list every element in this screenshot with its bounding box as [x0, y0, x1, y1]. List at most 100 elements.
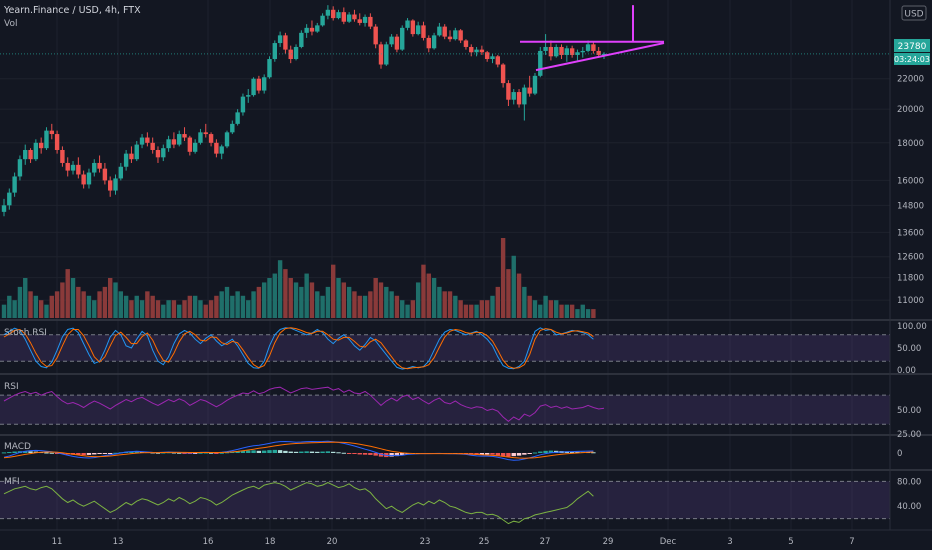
- candle-body: [527, 87, 532, 94]
- macd-histogram-bar: [97, 453, 102, 454]
- price-tick-label: 12600: [897, 253, 924, 263]
- stoch-k-line: [3, 327, 594, 370]
- candle-body: [368, 16, 373, 27]
- macd-histogram-bar: [293, 451, 299, 453]
- macd-histogram-bar: [495, 453, 501, 456]
- candle-body: [431, 35, 437, 49]
- candle-body: [384, 44, 389, 65]
- macd-histogram-bar: [548, 450, 554, 453]
- price-axis[interactable]: 11000 11800 12600 13600 14800 16000 18000 20000…: [897, 75, 927, 512]
- candle-body: [479, 49, 485, 53]
- candle-body: [187, 137, 193, 152]
- volume-bar: [214, 295, 219, 318]
- candle-body: [474, 49, 479, 53]
- candle-body: [198, 132, 203, 143]
- candle-body: [240, 96, 246, 113]
- price-candles[interactable]: [0, 5, 890, 217]
- candle-body: [171, 139, 177, 145]
- volume-bar: [331, 264, 336, 318]
- bar-countdown: 03:24:03: [894, 55, 930, 64]
- macd-histogram-bar: [187, 453, 193, 454]
- macd-histogram-bar: [405, 453, 410, 455]
- macd-histogram-bar: [575, 451, 580, 453]
- volume-bar: [575, 309, 580, 318]
- volume-bar: [166, 300, 171, 318]
- volume-label: Vol: [4, 19, 17, 29]
- candle-body: [214, 142, 219, 154]
- volume-bar: [97, 291, 102, 318]
- price-tick-label: 20000: [897, 105, 924, 115]
- candle-body: [49, 130, 54, 135]
- macd-histogram-bar: [203, 452, 208, 454]
- volume-bar: [230, 295, 235, 318]
- candle-body: [76, 164, 81, 175]
- candle-body: [134, 144, 139, 160]
- chart-title: Yearn.Finance / USD, 4h, FTX: [3, 5, 141, 16]
- candle-body: [107, 180, 113, 191]
- volume-bar: [70, 278, 76, 318]
- volume-bar: [474, 304, 479, 318]
- support-trendline: [535, 42, 665, 72]
- volume-bar: [192, 295, 198, 318]
- volume-bar: [208, 300, 214, 318]
- volume-bar: [76, 286, 81, 318]
- macd-histogram-bar: [219, 452, 224, 454]
- volume-bar: [12, 300, 17, 318]
- candle-body: [331, 9, 336, 19]
- candle-body: [277, 35, 283, 44]
- volume-bar: [1, 304, 7, 318]
- price-tick-label: 11000: [897, 296, 924, 306]
- volume-bar: [511, 255, 516, 318]
- volume-bar: [187, 295, 193, 318]
- macd-histogram-bar: [373, 453, 378, 456]
- macd-histogram-bar: [12, 451, 17, 453]
- candle-body: [182, 134, 187, 138]
- macd-histogram-bar: [389, 453, 394, 457]
- macd-histogram-bar: [490, 453, 495, 455]
- currency-badge-box[interactable]: [901, 5, 927, 21]
- volume-bar: [198, 300, 203, 318]
- volume-bar: [564, 304, 570, 318]
- macd-histogram-bar: [522, 453, 527, 455]
- candle-body: [1, 205, 7, 212]
- candle-body: [346, 14, 352, 22]
- currency-badge[interactable]: USD: [904, 10, 923, 20]
- candle-body: [150, 142, 155, 150]
- volume-bar: [569, 304, 575, 318]
- mfi-line: [3, 482, 594, 525]
- time-axis[interactable]: 11 13 16 18 20 23 25 27 29 Dec 3 5 7: [0, 529, 932, 547]
- pane-dividers[interactable]: [0, 0, 932, 530]
- volume-bar: [341, 282, 347, 318]
- volume-bar: [415, 282, 421, 318]
- candle-body: [38, 142, 44, 149]
- macd-histogram-bar: [107, 453, 113, 454]
- candle-body: [219, 146, 224, 154]
- volume-bar: [532, 300, 538, 318]
- candle-body: [166, 139, 171, 149]
- volume-bar: [484, 300, 490, 318]
- candle-body: [44, 130, 49, 149]
- volume-bar: [554, 300, 559, 318]
- candle-body: [506, 83, 511, 100]
- macd-histogram-bar: [23, 451, 28, 453]
- macd-label: MACD: [4, 442, 31, 452]
- volume-bar: [118, 291, 124, 318]
- volume-bar: [33, 295, 39, 318]
- candle-body: [60, 149, 65, 163]
- candle-body: [463, 40, 469, 47]
- price-tick-label: 22000: [897, 75, 924, 85]
- candle-body: [415, 25, 421, 35]
- candle-body: [267, 59, 272, 78]
- macd-histogram-bar: [1, 452, 7, 454]
- triangle-pattern[interactable]: [520, 5, 665, 72]
- macd-histogram-bar: [86, 453, 92, 455]
- candle-body: [564, 48, 570, 55]
- candle-body: [235, 112, 240, 124]
- candle-body: [378, 44, 384, 65]
- volume-bar: [256, 286, 262, 318]
- candle-body: [81, 174, 86, 185]
- macd-histogram-bar: [479, 453, 485, 455]
- candle-body: [585, 44, 591, 51]
- macd-histogram-bar: [500, 453, 506, 457]
